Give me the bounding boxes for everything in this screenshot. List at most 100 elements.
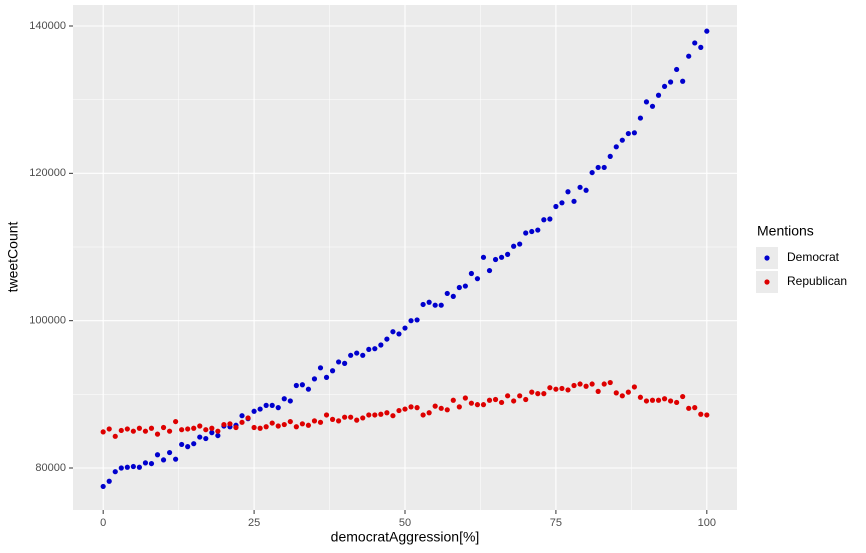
point	[631, 384, 637, 390]
point	[535, 391, 541, 397]
point	[426, 299, 432, 305]
point	[179, 441, 185, 448]
point	[517, 393, 523, 399]
point	[456, 284, 462, 291]
point	[124, 464, 130, 470]
point	[384, 336, 390, 342]
point	[275, 405, 281, 411]
point	[305, 386, 312, 392]
point	[166, 449, 173, 456]
point	[529, 228, 535, 235]
point	[203, 435, 209, 442]
point	[668, 79, 674, 85]
point	[100, 483, 106, 490]
point	[486, 397, 493, 403]
point	[601, 164, 607, 171]
point	[408, 318, 414, 324]
point	[674, 399, 680, 406]
point	[317, 419, 324, 425]
point	[637, 115, 644, 121]
point	[468, 400, 474, 406]
point	[547, 216, 553, 222]
point	[311, 376, 318, 382]
point	[547, 385, 553, 391]
point	[154, 452, 161, 458]
point	[245, 415, 251, 421]
point	[209, 425, 215, 431]
point	[329, 368, 336, 374]
point	[154, 431, 161, 437]
point	[553, 386, 559, 392]
point	[674, 66, 680, 73]
y-axis-label: tweetCount	[5, 221, 21, 292]
legend-label: Democrat	[787, 250, 840, 264]
legend-title: Mentions	[757, 223, 814, 239]
x-tick-label: 100	[698, 517, 716, 529]
point	[396, 331, 402, 337]
point	[396, 407, 402, 414]
point	[293, 424, 299, 430]
point	[480, 254, 487, 260]
point	[215, 428, 221, 434]
point	[426, 410, 432, 416]
point	[680, 78, 686, 84]
point	[589, 381, 595, 387]
point	[323, 412, 330, 418]
point	[704, 412, 710, 418]
point	[360, 415, 366, 421]
point	[366, 346, 372, 353]
point	[136, 464, 142, 470]
point	[203, 427, 209, 433]
point	[649, 103, 656, 109]
point	[293, 382, 299, 389]
point	[148, 460, 155, 467]
point	[601, 381, 607, 387]
point	[505, 393, 511, 399]
point	[251, 424, 257, 431]
y-tick-label: 100000	[29, 315, 66, 327]
point	[480, 402, 487, 408]
point	[462, 283, 468, 289]
point	[263, 424, 269, 430]
legend-label: Republican	[787, 274, 847, 288]
point	[607, 379, 613, 386]
point	[305, 422, 312, 428]
point	[257, 425, 263, 431]
point	[354, 350, 360, 356]
point	[142, 460, 149, 466]
point	[414, 405, 420, 411]
point	[372, 346, 378, 352]
point	[492, 396, 499, 403]
point	[613, 390, 619, 396]
point	[686, 405, 692, 411]
point	[668, 398, 674, 404]
point	[311, 418, 318, 424]
point	[215, 432, 221, 439]
point	[336, 359, 342, 365]
point	[281, 396, 287, 402]
point	[468, 270, 474, 277]
point	[239, 419, 245, 425]
point	[432, 302, 438, 308]
point	[275, 423, 281, 429]
point	[227, 421, 233, 427]
point	[511, 398, 517, 404]
point	[130, 463, 136, 470]
point	[625, 130, 631, 137]
point	[523, 230, 529, 236]
point	[686, 53, 692, 59]
point	[607, 153, 613, 159]
point	[173, 456, 179, 462]
point	[348, 414, 354, 420]
point	[492, 256, 499, 263]
point	[136, 425, 142, 431]
point	[498, 254, 505, 260]
point	[631, 130, 637, 136]
point	[299, 382, 305, 388]
point	[661, 83, 668, 90]
point	[444, 290, 450, 297]
point	[541, 217, 547, 223]
point	[655, 397, 662, 403]
point	[378, 342, 384, 348]
point	[118, 427, 124, 434]
